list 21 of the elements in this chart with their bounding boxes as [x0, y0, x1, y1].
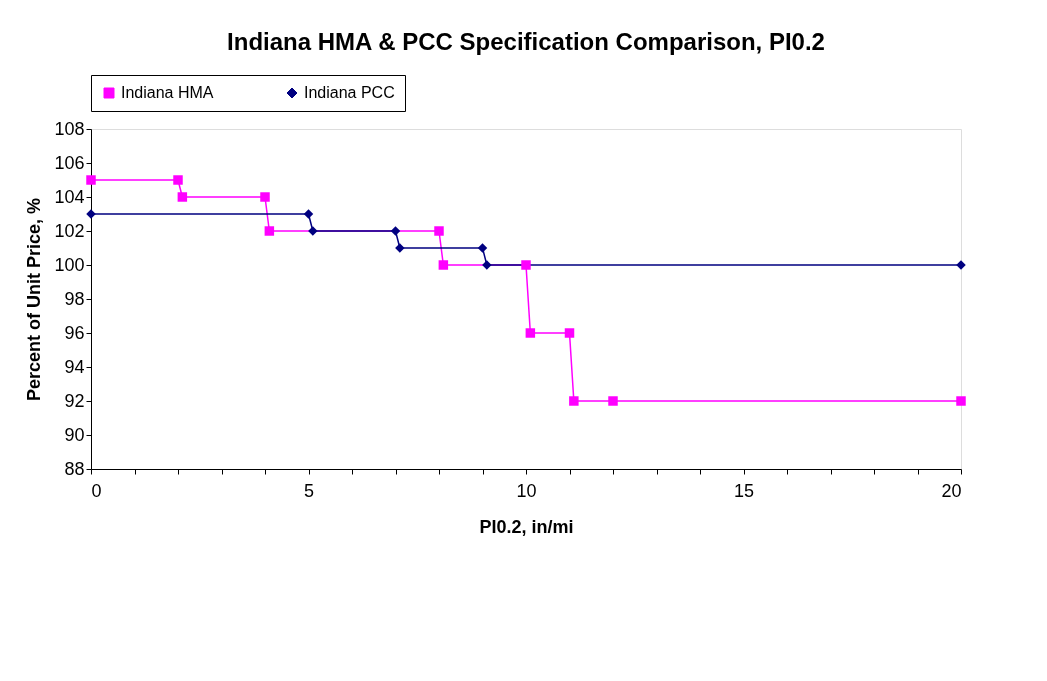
- x-tick-label: 15: [733, 480, 755, 501]
- x-tick-label: 5: [303, 480, 315, 501]
- y-tick-label: 102: [54, 220, 85, 241]
- legend-label: Indiana HMA: [121, 84, 214, 101]
- y-tick-label: 106: [54, 152, 85, 173]
- y-tick-label: 108: [54, 118, 85, 139]
- y-tick-label: 92: [64, 390, 85, 411]
- chart-title: Indiana HMA & PCC Specification Comparison, PI0.2: [227, 27, 825, 55]
- legend-label: Indiana PCC: [304, 84, 395, 101]
- y-tick-label: 104: [54, 186, 85, 207]
- y-tick-label: 96: [64, 322, 85, 343]
- y-axis-title: Percent of Unit Price, %: [24, 197, 45, 402]
- x-tick-label: 20: [941, 480, 962, 501]
- x-tick-label: 10: [516, 480, 537, 501]
- y-tick-label: 88: [64, 458, 85, 479]
- y-tick-label: 94: [64, 356, 85, 377]
- y-tick-label: 90: [64, 424, 85, 445]
- y-tick-label: 98: [64, 288, 85, 309]
- x-axis-title: PI0.2, in/mi: [479, 516, 574, 537]
- y-tick-label: 100: [54, 254, 85, 275]
- x-tick-label: 0: [91, 480, 102, 501]
